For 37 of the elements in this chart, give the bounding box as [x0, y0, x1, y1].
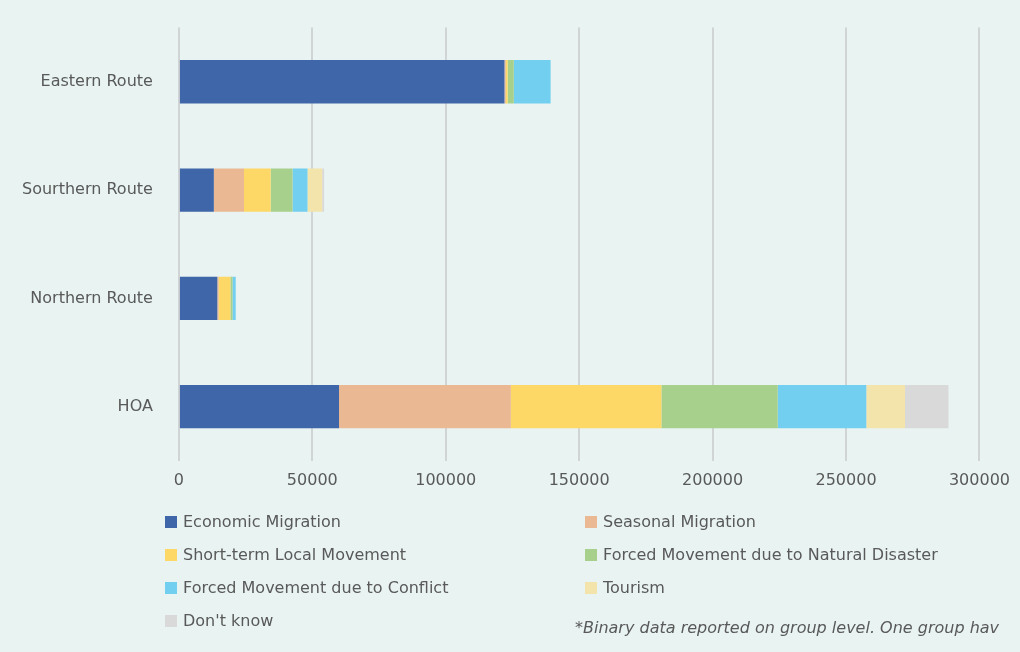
bar [661, 384, 778, 429]
bar [179, 384, 340, 429]
bar [510, 384, 662, 429]
y-tick-label: HOA [117, 395, 153, 415]
y-tick-label: Northern Route [30, 287, 153, 307]
bar [244, 168, 271, 212]
y-tick-label: Sourthern Route [22, 179, 153, 199]
bar [179, 168, 214, 212]
bar [179, 276, 218, 321]
bar [307, 168, 323, 212]
bar [507, 60, 514, 104]
bar [270, 168, 293, 212]
legend-label: Tourism [603, 578, 665, 597]
bar [213, 168, 244, 212]
bar [218, 276, 231, 321]
x-tick-label: 150000 [548, 469, 610, 489]
x-tick-label: 100000 [415, 469, 477, 489]
bar [179, 60, 505, 104]
bar [292, 168, 308, 212]
bar [905, 384, 949, 429]
bar [777, 384, 867, 429]
legend-label: Forced Movement due to Natural Disaster [603, 545, 938, 564]
x-tick-label: 50000 [286, 469, 338, 489]
y-tick-label: Eastern Route [40, 70, 153, 90]
legend-label: Don't know [183, 611, 274, 630]
x-tick-label: 300000 [948, 469, 1010, 489]
bar [513, 60, 551, 104]
bar [339, 384, 511, 429]
x-tick-label: 200000 [682, 469, 744, 489]
legend-label: Seasonal Migration [603, 512, 756, 531]
legend-label: Short-term Local Movement [183, 545, 407, 564]
bar [866, 384, 906, 429]
x-tick-label: 0 [173, 469, 184, 489]
legend-label: Forced Movement due to Conflict [183, 578, 449, 597]
legend-label: Economic Migration [183, 512, 341, 531]
text: *Binary data reported on group level. One group hav [575, 618, 1000, 637]
x-tick-label: 250000 [815, 469, 877, 489]
